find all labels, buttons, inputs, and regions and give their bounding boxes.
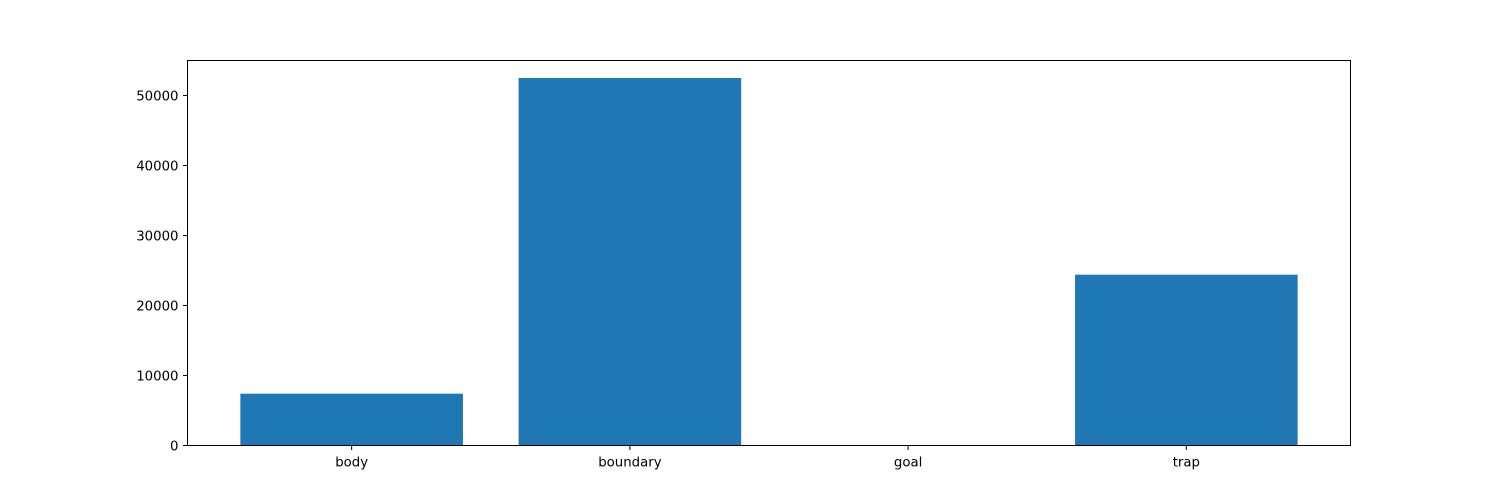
bar-trap <box>1075 274 1298 446</box>
y-tick-label: 20000 <box>136 300 178 315</box>
y-tick-label: 50000 <box>136 90 178 105</box>
plot-area-frame <box>187 60 1351 446</box>
y-tick-label: 10000 <box>136 370 178 385</box>
bar-boundary <box>518 78 742 446</box>
x-tick-label: goal <box>894 456 922 471</box>
y-tick-label: 30000 <box>136 230 178 245</box>
x-tick-label: body <box>335 456 368 471</box>
y-axis: 0 10000 20000 30000 40000 50000 <box>136 90 188 455</box>
bar-body <box>240 393 463 446</box>
x-tick-label: boundary <box>598 456 661 471</box>
y-tick-label: 0 <box>170 440 178 455</box>
x-axis: body boundary goal trap <box>335 445 1200 471</box>
y-tick-label: 40000 <box>136 160 178 175</box>
bars-layer <box>240 78 1298 446</box>
x-tick-label: trap <box>1173 456 1200 471</box>
